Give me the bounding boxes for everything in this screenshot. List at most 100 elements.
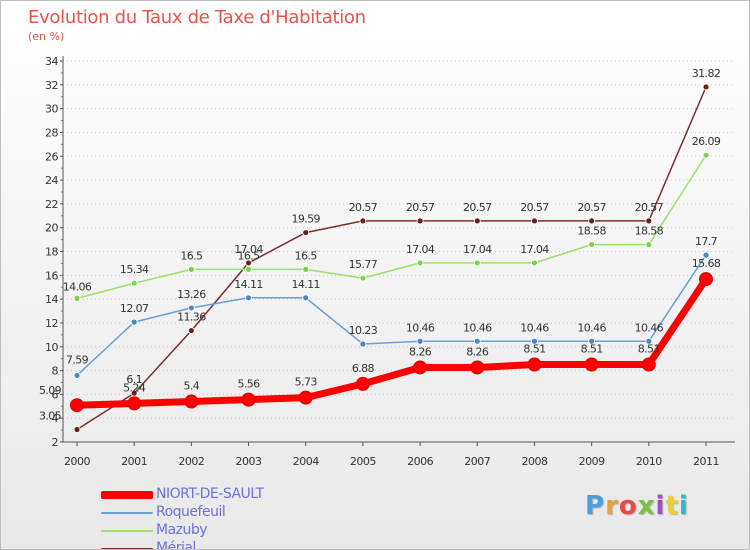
data-label: 7.59 <box>66 353 89 366</box>
data-label: 5.09 <box>39 384 62 397</box>
y-tick-label: 32 <box>45 79 58 92</box>
y-tick-label: 20 <box>45 222 58 235</box>
data-point <box>130 279 138 287</box>
data-point <box>130 318 138 326</box>
data-point <box>73 295 81 302</box>
data-label: 17.7 <box>695 235 718 248</box>
x-tick-label: 2008 <box>521 455 547 468</box>
data-point <box>127 396 142 411</box>
x-tick-label: 2010 <box>636 455 662 468</box>
y-tick-label: 18 <box>45 246 58 259</box>
y-tick-label: 24 <box>45 174 58 187</box>
x-tick-label: 2007 <box>464 455 490 468</box>
data-point <box>241 392 256 407</box>
y-tick-label: 10 <box>45 341 58 354</box>
data-point <box>584 357 599 372</box>
series-line-roquefeuil <box>76 254 707 377</box>
data-label: 18.58 <box>635 225 664 238</box>
data-label: 14.11 <box>234 278 263 291</box>
data-label: 17.04 <box>520 243 549 256</box>
logo-letter: o <box>618 491 638 521</box>
data-point <box>302 294 310 302</box>
logo-letter: P <box>585 491 606 521</box>
x-tick-label: 2009 <box>579 455 605 468</box>
data-point <box>473 217 481 225</box>
x-tick-label: 2002 <box>178 455 204 468</box>
data-label: 16.5 <box>180 249 203 262</box>
legend-label: Mérial <box>156 540 196 550</box>
data-point <box>416 259 424 267</box>
data-point <box>359 217 367 225</box>
data-label: 5.56 <box>237 378 260 391</box>
legend-swatch <box>101 530 153 532</box>
data-point <box>699 272 713 287</box>
data-point <box>702 151 710 159</box>
x-tick-label: 2000 <box>64 455 90 468</box>
data-label: 6.88 <box>352 362 375 375</box>
data-label: 10.46 <box>635 321 664 334</box>
y-tick-label: 28 <box>45 126 58 139</box>
y-tick-label: 14 <box>45 293 58 306</box>
x-tick-label: 2004 <box>293 455 319 468</box>
y-tick-label: 16 <box>45 269 58 282</box>
data-point <box>245 265 252 273</box>
data-point <box>302 265 310 273</box>
data-point <box>588 217 596 225</box>
y-tick-label: 34 <box>45 55 58 68</box>
data-label: 5.73 <box>295 376 318 389</box>
series-line-mazuby <box>76 154 707 300</box>
data-label: 18.58 <box>577 225 606 238</box>
data-point <box>359 274 367 282</box>
data-point <box>245 294 252 302</box>
y-tick-label: 4 <box>52 412 59 425</box>
data-point <box>473 337 481 345</box>
data-label: 15.68 <box>692 257 721 270</box>
data-label: 19.59 <box>291 213 320 226</box>
data-label: 5.4 <box>184 380 200 393</box>
data-point <box>470 360 485 375</box>
legend-swatch <box>101 491 153 499</box>
data-label: 10.23 <box>349 324 378 337</box>
data-point <box>298 390 313 405</box>
data-point <box>302 229 310 236</box>
data-point <box>702 251 710 259</box>
data-point <box>527 357 542 372</box>
x-tick-label: 2005 <box>350 455 376 468</box>
data-point <box>130 389 138 397</box>
data-label: 26.09 <box>692 135 721 148</box>
data-label: 8.26 <box>409 345 432 358</box>
y-tick-label: 12 <box>45 317 58 330</box>
grid <box>63 60 735 443</box>
data-label: 20.57 <box>577 201 606 214</box>
data-label: 8.26 <box>466 345 489 358</box>
series <box>70 83 713 433</box>
data-label: 10.46 <box>577 321 606 334</box>
data-label: 10.46 <box>520 321 549 334</box>
data-label: 11.36 <box>177 311 206 324</box>
data-point <box>73 372 81 379</box>
y-tick-label: 8 <box>52 365 59 378</box>
proxiti-logo: Proxiti <box>585 491 689 521</box>
data-point <box>70 398 84 413</box>
x-tick-label: 2003 <box>236 455 262 468</box>
data-point <box>473 259 481 267</box>
data-label: 10.46 <box>463 321 492 334</box>
data-point <box>645 217 653 225</box>
data-label: 17.04 <box>234 243 263 256</box>
data-point <box>531 217 538 225</box>
data-label: 15.34 <box>120 263 149 276</box>
data-label: 8.51 <box>523 342 545 355</box>
legend-label: Roquefeuil <box>156 504 226 520</box>
y-tick-label: 6 <box>52 388 59 401</box>
legend-swatch <box>101 512 153 514</box>
data-point <box>416 217 424 225</box>
data-point <box>531 337 538 345</box>
data-label: 14.06 <box>63 280 92 293</box>
chart-title: Evolution du Taux de Taxe d'Habitation <box>28 7 366 28</box>
data-label: 8.51 <box>581 342 603 355</box>
data-point <box>645 241 653 248</box>
logo-letter: r <box>605 491 619 521</box>
data-label: 10.46 <box>406 321 435 334</box>
